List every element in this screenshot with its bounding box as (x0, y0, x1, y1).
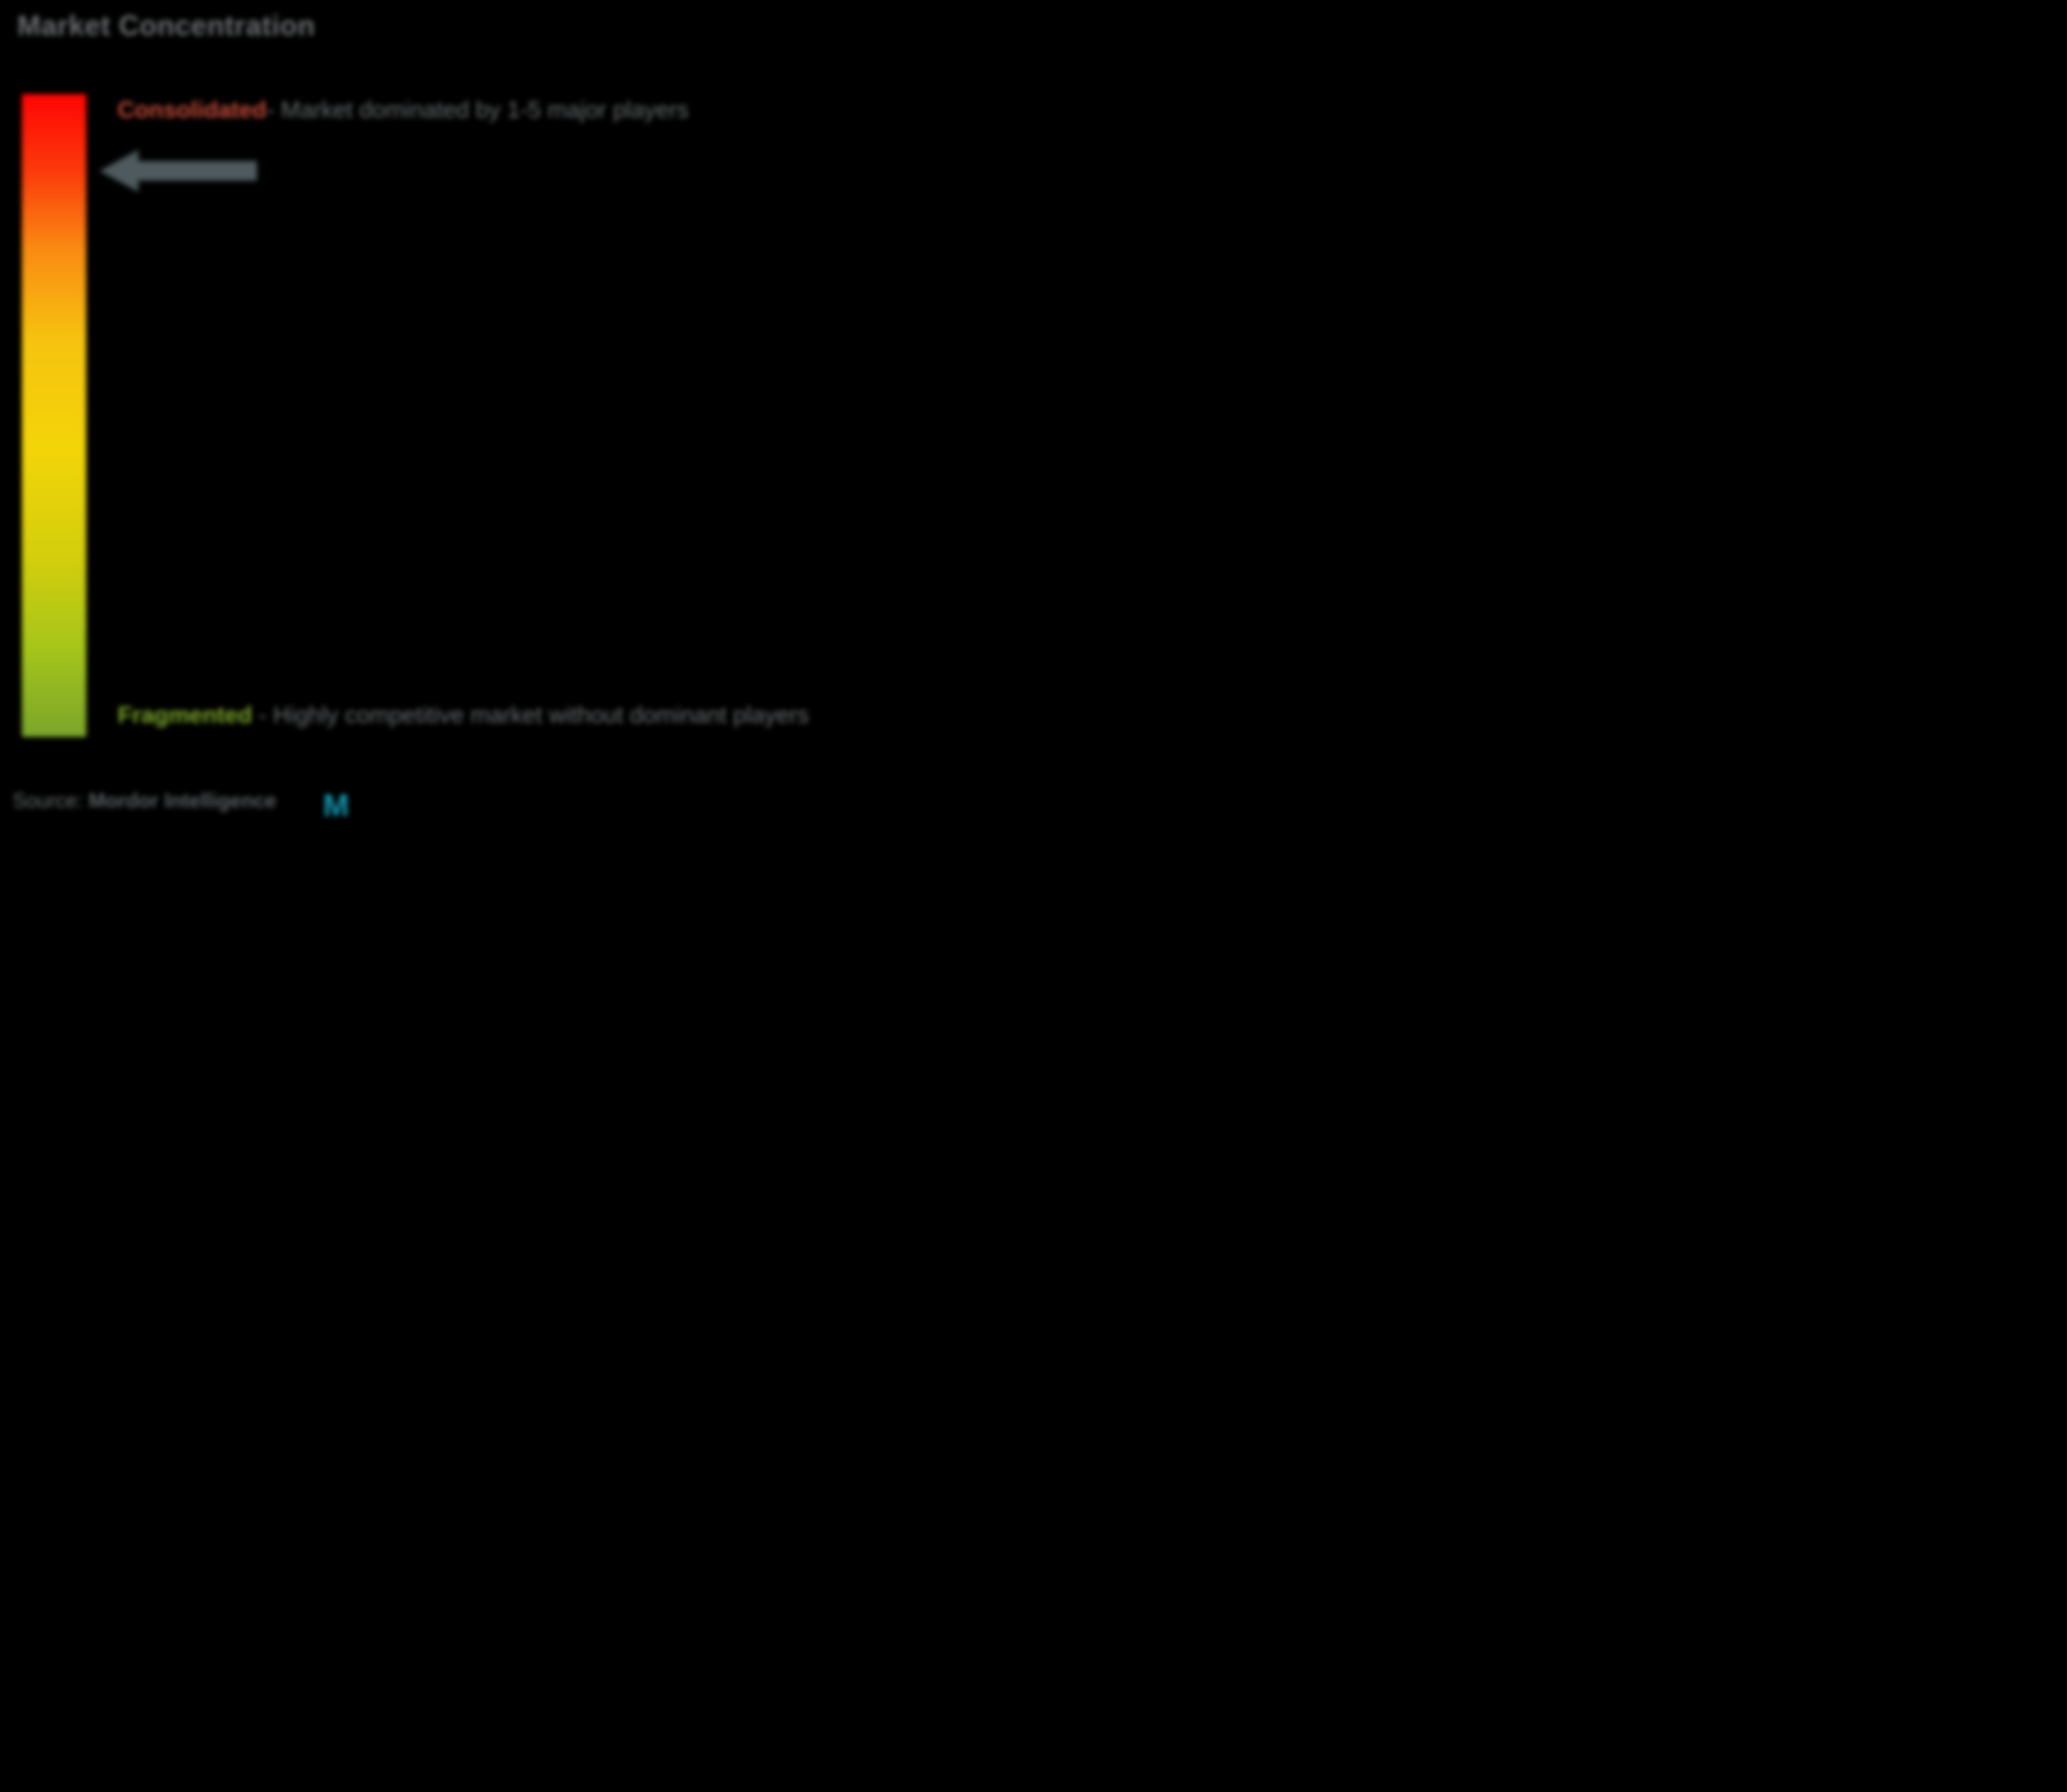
logo-glyph: M (323, 789, 344, 823)
consolidated-label: Consolidated- Market dominated by 1-5 ma… (118, 97, 689, 124)
chart-title-text: Market Concentration (17, 9, 315, 42)
fragmented-label: Fragmented - Highly competitive market w… (118, 698, 809, 735)
source-attribution: Source: Mordor Intelligence (13, 789, 277, 813)
consolidated-desc: - Market dominated by 1-5 major players (267, 97, 689, 123)
fragmented-desc: - Highly competitive market without domi… (252, 702, 809, 728)
scale-gradient (22, 94, 86, 737)
fragmented-keyword: Fragmented (118, 702, 252, 728)
position-indicator-arrow (100, 149, 257, 193)
source-prefix: Source: (13, 789, 89, 812)
chart-title: Market Concentration (17, 9, 315, 42)
arrow-icon (100, 149, 257, 193)
consolidated-keyword: Consolidated (118, 97, 267, 123)
source-name: Mordor Intelligence (89, 789, 277, 812)
concentration-scale-bar (22, 94, 86, 737)
brand-logo-icon: M (323, 789, 344, 824)
